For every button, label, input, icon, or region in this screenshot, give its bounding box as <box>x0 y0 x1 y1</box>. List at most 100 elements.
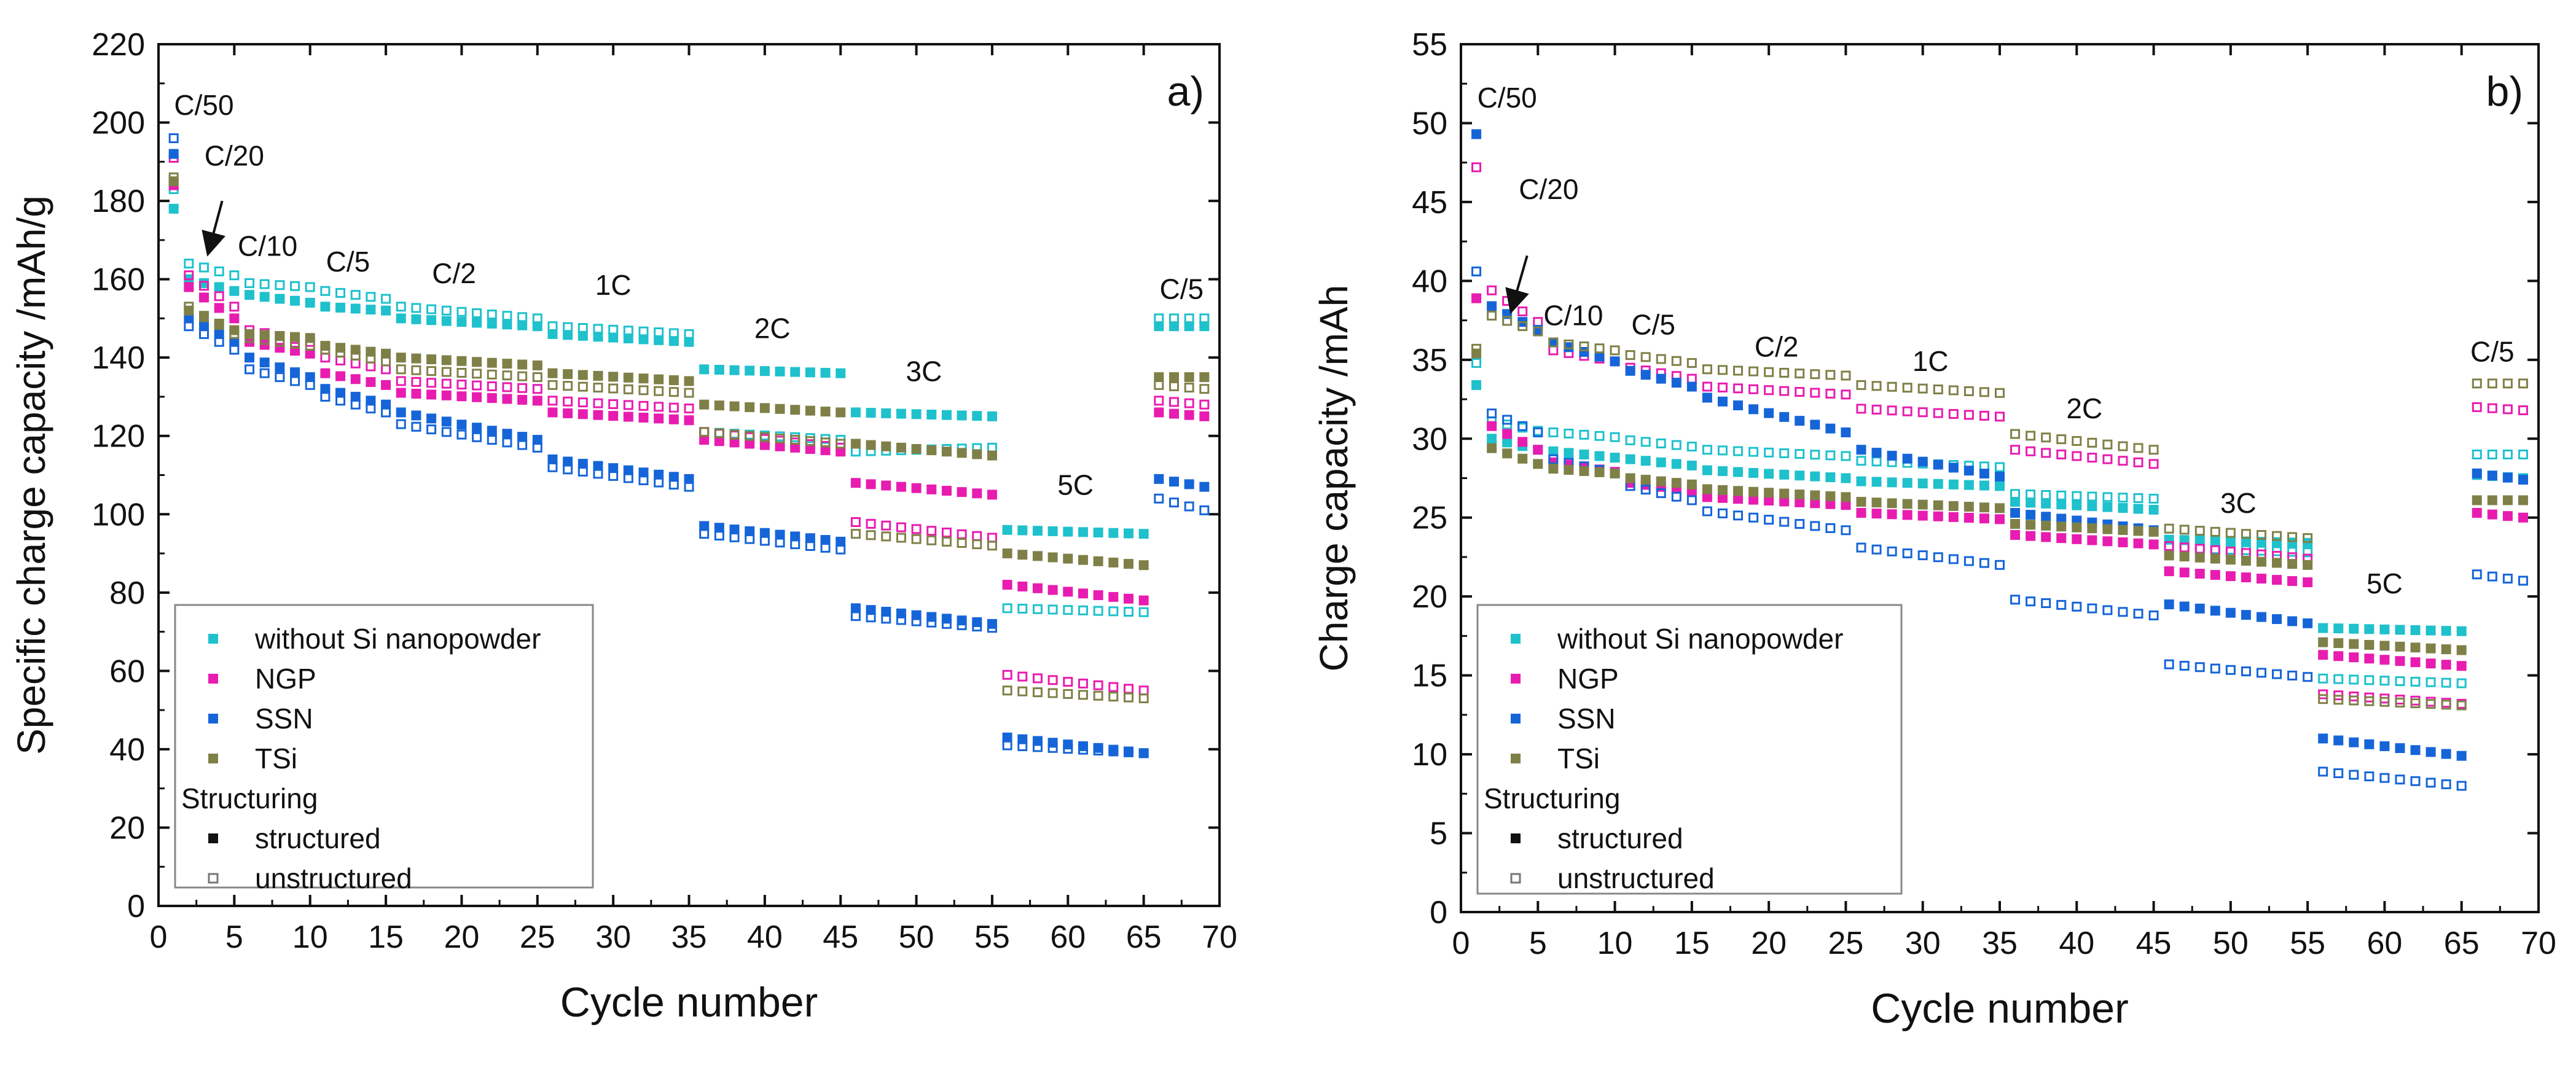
data-point <box>1686 373 1697 384</box>
data-point <box>759 528 770 538</box>
data-point <box>1640 456 1651 466</box>
data-point <box>1502 448 1513 459</box>
data-point <box>608 463 619 474</box>
data-point <box>1047 604 1058 615</box>
rate-label: C/5 <box>2470 335 2515 367</box>
data-point <box>1502 316 1513 326</box>
data-point <box>305 333 315 343</box>
data-point <box>2303 577 2313 588</box>
data-point <box>1917 407 1928 418</box>
data-point <box>684 415 694 426</box>
data-point <box>684 329 694 339</box>
data-point <box>320 368 331 378</box>
data-point <box>168 172 179 182</box>
data-point <box>1733 365 1744 376</box>
y-tick-label: 55 <box>1412 27 1447 63</box>
data-point <box>1871 404 1882 415</box>
data-point <box>2456 781 2467 791</box>
data-point <box>1579 466 1589 476</box>
data-point <box>1841 370 1851 381</box>
data-point <box>2318 650 2328 660</box>
data-point <box>2056 490 2067 501</box>
data-point <box>668 375 679 386</box>
data-point <box>487 357 497 368</box>
data-point <box>2118 441 2128 451</box>
data-point <box>2410 745 2421 755</box>
data-point <box>2287 532 2298 542</box>
data-point <box>1032 742 1043 752</box>
data-point <box>1471 343 1482 354</box>
data-point <box>972 449 982 459</box>
legend-label-tsi: TSi <box>255 743 297 774</box>
data-point <box>972 411 982 421</box>
data-point <box>714 530 724 540</box>
rate-label: 2C <box>754 312 791 344</box>
data-point <box>2441 749 2451 759</box>
data-point <box>745 526 755 536</box>
data-point <box>1995 514 2005 525</box>
x-tick-label: 10 <box>292 919 328 955</box>
data-point <box>2179 601 2190 612</box>
data-point <box>2472 569 2482 580</box>
data-point <box>366 396 376 406</box>
data-point <box>259 292 270 302</box>
data-point <box>2241 555 2251 566</box>
data-point <box>1184 398 1194 408</box>
data-point <box>245 290 255 300</box>
data-point <box>214 320 224 330</box>
data-point <box>1887 477 1897 488</box>
x-tick-label: 10 <box>1597 926 1633 961</box>
data-point <box>1517 321 1528 332</box>
data-point <box>275 362 285 373</box>
data-point <box>836 439 846 449</box>
data-point <box>411 376 421 387</box>
data-point <box>2179 525 2190 535</box>
x-tick-label: 50 <box>2213 926 2249 961</box>
data-point <box>1610 432 1620 442</box>
data-point <box>1733 486 1744 496</box>
data-point <box>820 437 831 448</box>
data-point <box>396 419 406 429</box>
data-point <box>2102 605 2113 615</box>
data-point <box>1017 525 1028 536</box>
x-tick-label: 20 <box>1751 926 1787 961</box>
y-tick-label: 5 <box>1430 816 1447 852</box>
data-point <box>2010 497 2021 507</box>
data-point <box>2210 526 2220 537</box>
data-point <box>790 405 801 415</box>
data-point <box>1871 381 1882 391</box>
y-tick-label: 180 <box>92 184 145 219</box>
data-point <box>396 364 406 375</box>
data-point <box>381 407 391 418</box>
data-point <box>2272 531 2282 541</box>
data-point <box>1032 551 1043 561</box>
data-point <box>2518 405 2528 416</box>
data-point <box>684 482 694 492</box>
data-point <box>1548 427 1559 437</box>
data-point <box>2010 519 2021 529</box>
data-point <box>1017 604 1028 614</box>
data-point <box>1533 445 1543 455</box>
data-point <box>2056 449 2067 459</box>
data-point <box>1154 372 1164 383</box>
data-point <box>1656 476 1666 486</box>
data-point <box>1902 478 1912 488</box>
data-point <box>805 367 815 378</box>
data-point <box>396 313 406 324</box>
data-point <box>1002 685 1012 696</box>
data-point <box>2472 495 2482 505</box>
data-point <box>972 531 982 541</box>
data-point <box>1548 337 1559 348</box>
data-point <box>881 614 891 624</box>
data-point <box>1610 345 1620 356</box>
data-point <box>1078 555 1088 565</box>
data-point <box>638 467 649 478</box>
data-point <box>2026 497 2036 508</box>
data-point <box>396 302 406 312</box>
data-point <box>1063 553 1073 564</box>
data-point <box>441 390 452 400</box>
data-point <box>1548 464 1559 474</box>
data-point <box>2487 403 2497 413</box>
data-point <box>1169 477 1179 487</box>
data-point <box>350 374 361 384</box>
